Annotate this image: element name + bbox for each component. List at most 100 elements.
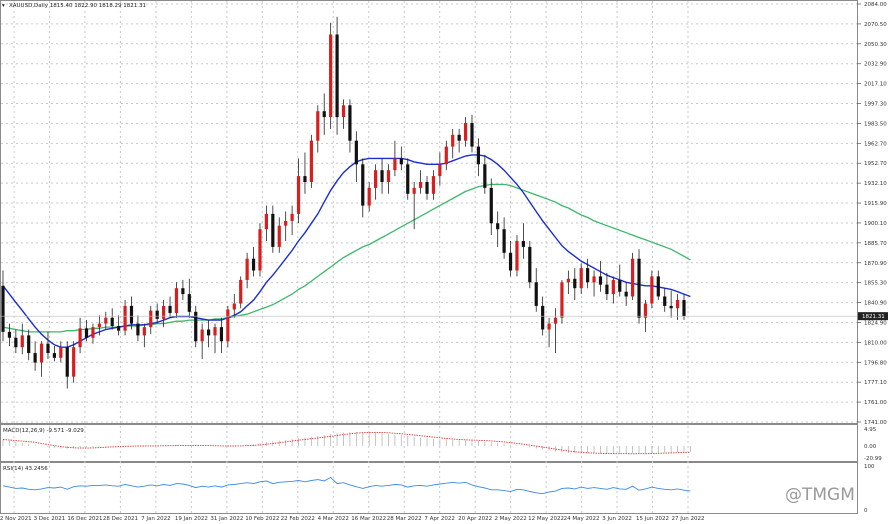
candle [631, 252, 635, 300]
candle-body [618, 279, 622, 292]
candle-body [476, 146, 481, 165]
candle [110, 308, 114, 330]
candle-body [239, 279, 243, 304]
candle [354, 131, 358, 182]
candle-body [168, 305, 172, 313]
candle-body [451, 134, 455, 147]
candle-body [187, 294, 191, 312]
y-tick-label: 1810.00 [864, 340, 887, 346]
candle-body [162, 305, 166, 319]
candle-body [226, 309, 230, 342]
candle [39, 341, 44, 377]
candle-body [521, 241, 525, 247]
candle-body [219, 327, 224, 342]
candle [438, 152, 442, 186]
candles [1, 16, 686, 389]
candle [425, 176, 429, 200]
candle-body [663, 296, 667, 306]
dropdown-arrow-icon[interactable]: ▾ [2, 3, 5, 9]
candle-body [200, 329, 204, 342]
candle [483, 154, 487, 194]
candle-body [412, 187, 416, 194]
macd-y-label: 4.95 [864, 427, 877, 433]
candle [412, 182, 416, 230]
candle [566, 270, 570, 295]
rsi-line [2, 476, 691, 495]
candle-body [322, 111, 326, 118]
candle [219, 317, 224, 354]
current-price-box [858, 312, 888, 321]
candle-body [290, 213, 294, 221]
candle [675, 294, 680, 321]
candle [59, 341, 63, 363]
x-tick-label: 2 May 2022 [494, 516, 526, 522]
x-tick-label: 20 Apr 2022 [458, 516, 492, 522]
candle-body [251, 258, 256, 271]
candle [226, 305, 230, 348]
candle [669, 290, 673, 318]
candle [271, 205, 275, 253]
candle-body [463, 123, 468, 141]
candle-body [611, 279, 615, 295]
candle-body [374, 170, 378, 188]
candle [309, 134, 313, 188]
candle [444, 140, 448, 171]
candle [637, 249, 641, 324]
candle-body [14, 337, 18, 348]
candle [361, 158, 365, 218]
candle [27, 329, 31, 361]
candle-body [258, 229, 262, 271]
candle [374, 164, 378, 200]
y-tick-label: 1824.90 [864, 320, 887, 326]
candle-body [431, 176, 436, 194]
candle [232, 294, 236, 318]
candle-body [277, 225, 281, 247]
candle-body [624, 291, 628, 297]
candle-body [444, 146, 448, 165]
current-price-label: 1821.31 [862, 314, 885, 320]
candle [367, 182, 371, 212]
candle-body [470, 123, 474, 147]
candle [277, 217, 281, 253]
candle [547, 317, 551, 348]
candle-body [675, 300, 680, 309]
candle-body [367, 187, 371, 206]
candle [206, 320, 211, 348]
candle-body [354, 140, 358, 165]
rsi-indicator: 100 0 [2, 464, 875, 514]
candle [431, 170, 436, 200]
candle [78, 317, 82, 354]
candle-body [335, 34, 339, 118]
y-tick-label: 1777.10 [864, 380, 887, 386]
x-tick-label: 3 Dec 2021 [34, 516, 66, 522]
rsi-panel-frame [0, 462, 858, 514]
candle-body [586, 268, 590, 283]
candle [624, 282, 628, 306]
candle [46, 331, 50, 359]
candle [598, 261, 603, 292]
candle-body [78, 328, 82, 348]
candle [264, 205, 269, 241]
y-tick-label: 2070.50 [864, 22, 887, 28]
candle-body [194, 311, 198, 342]
rsi-y-label: 0 [864, 508, 868, 514]
candle-body [39, 343, 44, 363]
candle [682, 294, 686, 321]
candle [303, 152, 307, 194]
candle-body [110, 317, 114, 326]
y-tick-label: 1962.70 [864, 141, 887, 147]
candle [457, 128, 461, 153]
candle [611, 276, 615, 304]
y-tick-label: 1915.90 [864, 201, 887, 207]
candle-body [656, 276, 660, 297]
candle [129, 296, 134, 330]
candle-body [84, 328, 89, 338]
x-tick-label: 16 Dec 2021 [67, 516, 102, 522]
candle-body [496, 223, 500, 230]
candle-body [579, 268, 583, 289]
candle [117, 315, 121, 336]
candle [104, 311, 108, 330]
x-tick-label: 4 Mar 2022 [318, 516, 349, 522]
y-tick-label: 1997.30 [864, 102, 887, 108]
